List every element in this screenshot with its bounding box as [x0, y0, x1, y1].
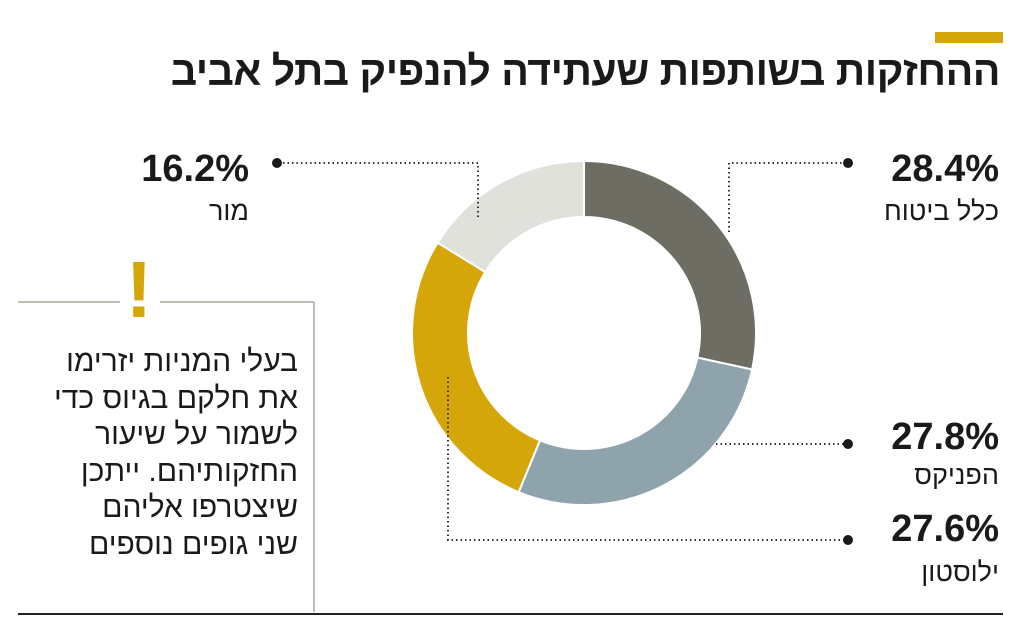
donut-slice-0	[583, 159, 757, 371]
slice-label-0: כלל ביטוח	[883, 196, 999, 226]
leader-dot-2	[843, 535, 853, 545]
note-line-5: שיצטרפו אליהם	[102, 491, 298, 524]
slice-value-2: 27.6%	[891, 508, 999, 550]
donut-slice-3	[436, 159, 585, 274]
leader-line-2	[447, 377, 848, 541]
slice-label-3: מור	[209, 196, 249, 226]
leader-dot-0	[843, 158, 853, 168]
donut-slice-2	[411, 241, 542, 494]
slice-label-1: הפניקס	[914, 460, 999, 490]
slice-value-0: 28.4%	[891, 148, 999, 190]
leader-lines	[272, 158, 853, 545]
bottom-rule	[18, 613, 1003, 615]
exclamation-icon: !	[125, 245, 153, 334]
donut-slices	[411, 159, 757, 506]
note-line-3: לשמור על שיעור	[95, 418, 298, 451]
accent-bar	[935, 32, 1003, 43]
leader-line-0	[728, 162, 848, 232]
leader-dot-1	[843, 439, 853, 449]
note-line-1: בעלי המניות יזרימו	[66, 345, 298, 378]
donut-slice-1	[517, 356, 754, 506]
note-line-2: את חלקם בגיוס כדי	[53, 381, 298, 415]
leader-dot-3	[272, 158, 282, 168]
note-line-6: שני גופים נוספים	[88, 527, 298, 561]
chart-title: ההחזקות בשותפות שעתידה להנפיק בתל אביב	[170, 48, 1001, 94]
slice-value-3: 16.2%	[141, 148, 249, 190]
leader-line-3	[277, 162, 479, 217]
note-text: בעלי המניות יזרימו את חלקם בגיוס כדי לשמ…	[54, 344, 298, 563]
note-line-4: החזקותיהם. ייתכן	[80, 454, 298, 488]
slice-label-2: ילוסטון	[921, 557, 999, 587]
slice-value-1: 27.8%	[891, 416, 999, 458]
